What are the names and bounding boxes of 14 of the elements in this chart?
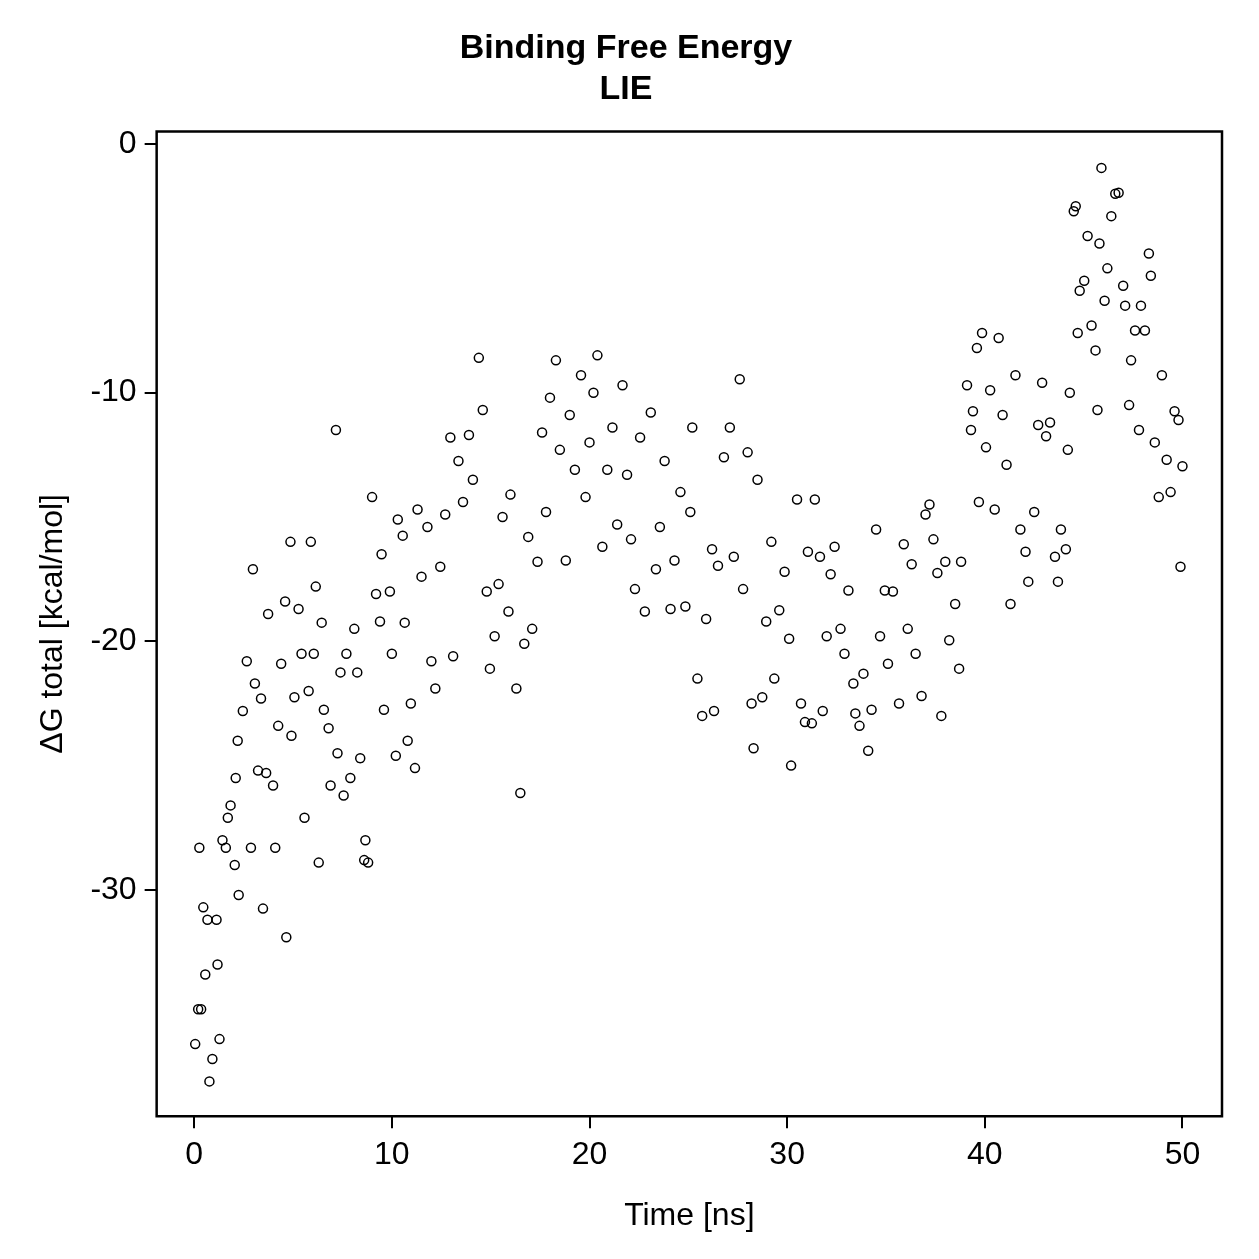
x-tick-label: 0 (185, 1135, 204, 1172)
chart-subtitle: LIE (599, 67, 653, 106)
x-axis-title: Time [ns] (624, 1195, 755, 1232)
x-tick-label: 10 (374, 1135, 410, 1172)
x-tick-label: 50 (1164, 1135, 1201, 1172)
y-tick-label: -30 (90, 869, 137, 906)
y-tick-label: -10 (90, 372, 137, 409)
y-tick-label: -20 (90, 621, 137, 658)
y-tick-label: 0 (118, 123, 137, 160)
x-tick-label: 40 (967, 1135, 1003, 1172)
x-tick-label: 20 (571, 1135, 608, 1172)
y-axis-title: ΔG total [kcal/mol] (33, 494, 70, 754)
chart-title: Binding Free Energy (459, 26, 793, 65)
x-tick-label: 30 (769, 1135, 805, 1172)
